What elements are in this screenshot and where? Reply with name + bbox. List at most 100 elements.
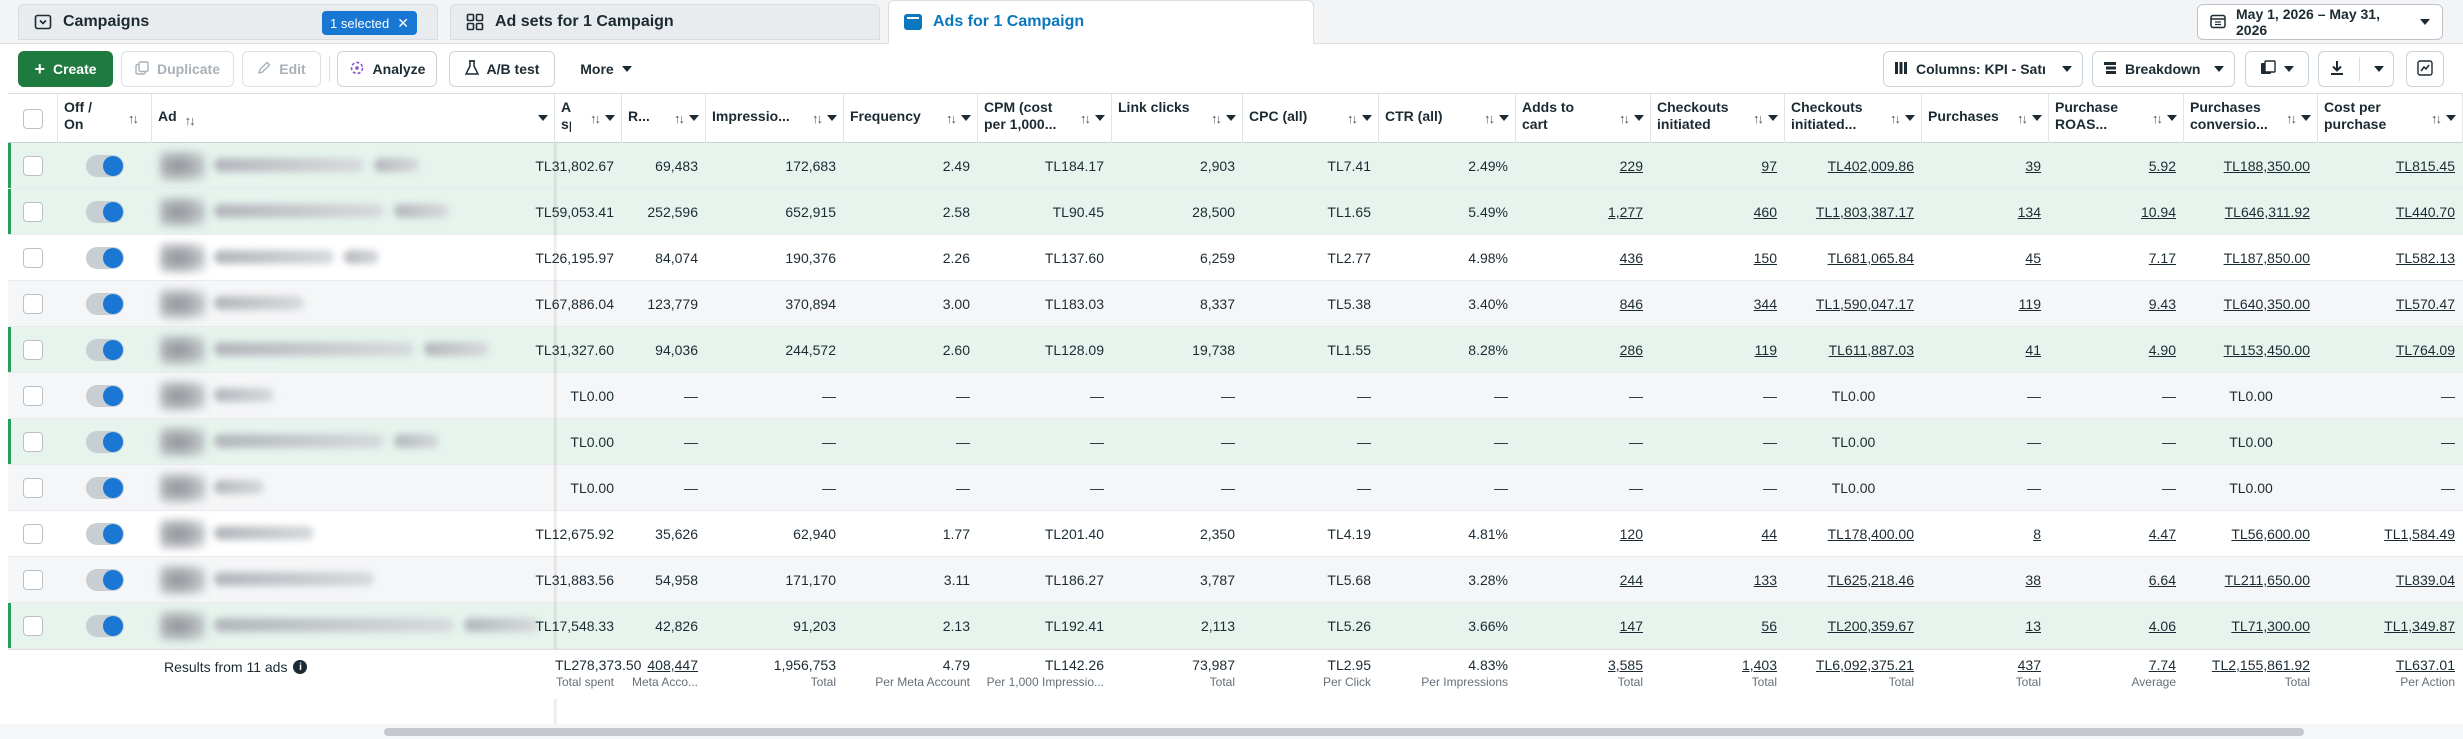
column-menu-icon[interactable] bbox=[1499, 115, 1509, 121]
cell-roas[interactable]: 4.90 bbox=[2049, 327, 2184, 373]
sort-icon[interactable]: ↑↓ bbox=[2017, 111, 2028, 126]
cell-purchases[interactable]: 119 bbox=[1922, 281, 2049, 327]
column-conv-value[interactable]: Purchases conversio... ↑↓ bbox=[2184, 94, 2318, 144]
cell-adds-to-cart[interactable]: 229 bbox=[1516, 143, 1651, 189]
table-row[interactable]: TL0.00 — — — — — — — — — TL0.00 — — TL0.00 — bbox=[8, 465, 2463, 511]
table-row[interactable]: TL0.00 — — — — — — — — — TL0.00 — — TL0.00 — bbox=[8, 373, 2463, 419]
cell-cpp[interactable]: — bbox=[2318, 419, 2463, 465]
column-cpc[interactable]: CPC (all) ↑↓ bbox=[1243, 94, 1379, 144]
tab-campaigns[interactable]: Campaigns 1 selected ✕ bbox=[18, 4, 438, 40]
row-checkbox[interactable] bbox=[23, 248, 43, 268]
column-menu-icon[interactable] bbox=[827, 115, 837, 121]
column-checkouts[interactable]: Checkouts initiated ↑↓ bbox=[1651, 94, 1785, 144]
cell-checkouts-value[interactable]: TL1,590,047.17 bbox=[1785, 281, 1922, 327]
cell-checkouts-value[interactable]: TL625,218.46 bbox=[1785, 557, 1922, 603]
edit-button[interactable]: Edit bbox=[242, 51, 321, 87]
cell-conv-value[interactable]: TL71,300.00 bbox=[2184, 603, 2318, 649]
cell-checkouts-value[interactable]: TL1,803,387.17 bbox=[1785, 189, 1922, 235]
column-ctr[interactable]: CTR (all) ↑↓ bbox=[1379, 94, 1516, 144]
column-menu-icon[interactable] bbox=[689, 115, 699, 121]
sort-icon[interactable]: ↑↓ bbox=[184, 113, 196, 128]
sort-icon[interactable]: ↑↓ bbox=[2431, 111, 2442, 126]
column-menu-icon[interactable] bbox=[1095, 115, 1105, 121]
column-menu-icon[interactable] bbox=[1226, 115, 1236, 121]
cell-roas[interactable]: 9.43 bbox=[2049, 281, 2184, 327]
cell-checkouts-value[interactable]: TL178,400.00 bbox=[1785, 511, 1922, 557]
cell-purchases[interactable]: 13 bbox=[1922, 603, 2049, 649]
column-menu-icon[interactable] bbox=[1362, 115, 1372, 121]
sort-icon[interactable]: ↑↓ bbox=[946, 111, 957, 126]
total-value[interactable]: TL637.01 bbox=[2395, 657, 2455, 673]
cell-checkouts[interactable]: 344 bbox=[1651, 281, 1785, 327]
table-row[interactable]: TL12,675.92 35,626 62,940 1.77 TL201.40 2,350… bbox=[8, 511, 2463, 557]
cell-cpp[interactable]: — bbox=[2318, 465, 2463, 511]
ad-status-toggle[interactable] bbox=[86, 477, 124, 499]
sort-icon[interactable]: ↑↓ bbox=[128, 111, 139, 126]
cell-conv-value[interactable]: TL646,311.92 bbox=[2184, 189, 2318, 235]
ad-status-toggle[interactable] bbox=[86, 247, 124, 269]
row-checkbox[interactable] bbox=[23, 432, 43, 452]
cell-cpp[interactable]: TL839.04 bbox=[2318, 557, 2463, 603]
column-menu-icon[interactable] bbox=[538, 115, 548, 121]
cell-checkouts[interactable]: 150 bbox=[1651, 235, 1785, 281]
total-value[interactable]: TL6,092,375.21 bbox=[1815, 657, 1914, 673]
ad-name-redacted[interactable] bbox=[158, 609, 539, 643]
ad-status-toggle[interactable] bbox=[86, 615, 124, 637]
sort-icon[interactable]: ↑↓ bbox=[1347, 111, 1358, 126]
total-value[interactable]: 437 bbox=[2017, 657, 2041, 673]
total-value[interactable]: TL2,155,861.92 bbox=[2211, 657, 2310, 673]
analyze-button[interactable]: Analyze bbox=[337, 51, 437, 87]
tab-adsets[interactable]: Ad sets for 1 Campaign bbox=[450, 4, 880, 40]
reports-button[interactable] bbox=[2245, 51, 2309, 87]
column-menu-icon[interactable] bbox=[1768, 115, 1778, 121]
selected-badge[interactable]: 1 selected ✕ bbox=[322, 11, 417, 35]
sort-icon[interactable]: ↑↓ bbox=[2152, 111, 2163, 126]
column-frequency[interactable]: Frequency ↑↓ bbox=[844, 94, 978, 144]
sort-icon[interactable]: ↑↓ bbox=[1484, 111, 1495, 126]
cell-adds-to-cart[interactable]: — bbox=[1516, 419, 1651, 465]
cell-conv-value[interactable]: TL0.00 bbox=[2184, 465, 2318, 511]
ad-name-redacted[interactable] bbox=[158, 241, 458, 275]
table-row[interactable]: TL17,548.33 42,826 91,203 2.13 TL192.41 2,113… bbox=[8, 603, 2463, 649]
ad-name-redacted[interactable] bbox=[158, 425, 458, 459]
row-checkbox[interactable] bbox=[23, 294, 43, 314]
ad-status-toggle[interactable] bbox=[86, 293, 124, 315]
date-range-picker[interactable]: May 1, 2026 – May 31, 2026 bbox=[2197, 4, 2443, 40]
cell-roas[interactable]: 6.64 bbox=[2049, 557, 2184, 603]
cell-purchases[interactable]: 41 bbox=[1922, 327, 2049, 373]
cell-adds-to-cart[interactable]: 286 bbox=[1516, 327, 1651, 373]
cell-checkouts[interactable]: — bbox=[1651, 373, 1785, 419]
cell-cpp[interactable]: TL582.13 bbox=[2318, 235, 2463, 281]
sort-icon[interactable]: ↑↓ bbox=[674, 111, 685, 126]
sort-icon[interactable]: ↑↓ bbox=[2286, 111, 2297, 126]
column-menu-icon[interactable] bbox=[1634, 115, 1644, 121]
ad-name-redacted[interactable] bbox=[158, 517, 458, 551]
columns-button[interactable]: Columns: KPI - Satış bbox=[1883, 51, 2083, 87]
table-row[interactable]: TL0.00 — — — — — — — — — TL0.00 — — TL0.00 — bbox=[8, 419, 2463, 465]
cell-roas[interactable]: 4.47 bbox=[2049, 511, 2184, 557]
total-value[interactable]: 408,447 bbox=[647, 657, 698, 673]
column-cpm[interactable]: CPM (cost per 1,000... ↑↓ bbox=[978, 94, 1112, 144]
cell-adds-to-cart[interactable]: 120 bbox=[1516, 511, 1651, 557]
column-menu-icon[interactable] bbox=[605, 115, 615, 121]
column-menu-icon[interactable] bbox=[2301, 115, 2311, 121]
cell-conv-value[interactable]: TL211,650.00 bbox=[2184, 557, 2318, 603]
info-icon[interactable]: i bbox=[293, 660, 308, 674]
column-link-clicks[interactable]: Link clicks ↑↓ bbox=[1112, 94, 1243, 144]
cell-checkouts[interactable]: 460 bbox=[1651, 189, 1785, 235]
cell-roas[interactable]: 5.92 bbox=[2049, 143, 2184, 189]
column-amount[interactable]: Amount spent ↑↓ bbox=[555, 94, 622, 144]
cell-adds-to-cart[interactable]: 436 bbox=[1516, 235, 1651, 281]
charts-button[interactable] bbox=[2406, 51, 2444, 87]
ad-status-toggle[interactable] bbox=[86, 431, 124, 453]
select-all-checkbox[interactable] bbox=[22, 109, 43, 129]
cell-checkouts-value[interactable]: TL200,359.67 bbox=[1785, 603, 1922, 649]
duplicate-button[interactable]: Duplicate bbox=[121, 51, 234, 87]
column-ad[interactable]: Ad ↑↓ bbox=[152, 94, 555, 144]
cell-purchases[interactable]: 45 bbox=[1922, 235, 2049, 281]
cell-checkouts-value[interactable]: TL681,065.84 bbox=[1785, 235, 1922, 281]
sort-icon[interactable]: ↑↓ bbox=[1619, 111, 1630, 126]
clear-selection-icon[interactable]: ✕ bbox=[397, 14, 409, 31]
cell-checkouts-value[interactable]: TL0.00 bbox=[1785, 465, 1922, 511]
column-menu-icon[interactable] bbox=[961, 115, 971, 121]
